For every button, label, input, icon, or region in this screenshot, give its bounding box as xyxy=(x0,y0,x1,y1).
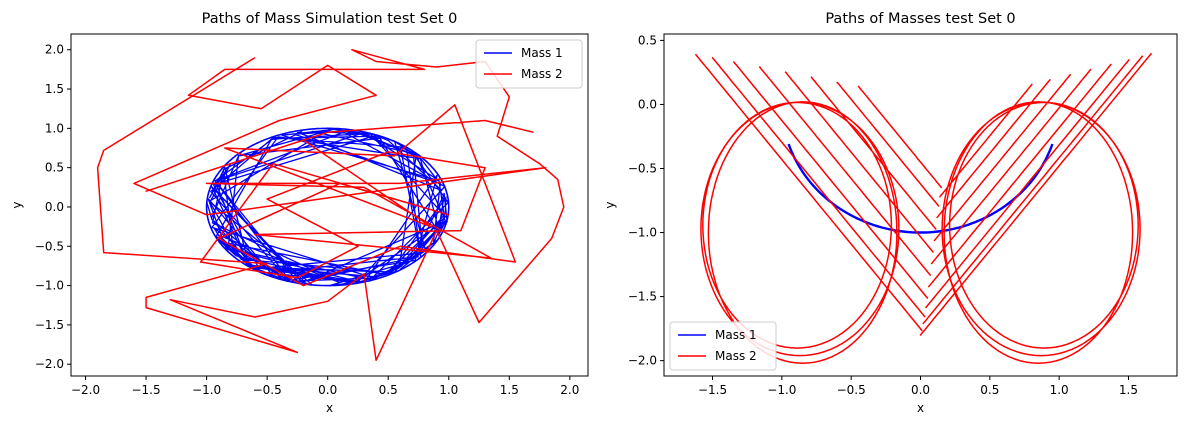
x-tick-label: 1.5 xyxy=(500,383,519,397)
x-tick-label: 0.0 xyxy=(911,383,930,397)
x-tick-label: 0.5 xyxy=(980,383,999,397)
x-tick-label: −1.5 xyxy=(698,383,727,397)
series-line-0 xyxy=(205,127,450,287)
y-tick-label: −1.5 xyxy=(35,318,64,332)
plot-area xyxy=(694,52,1153,364)
series-line-0 xyxy=(787,143,1054,234)
x-tick-label: 1.5 xyxy=(1119,383,1138,397)
y-tick-label: −0.5 xyxy=(628,161,657,175)
x-tick-label: 1.0 xyxy=(439,383,458,397)
y-tick-label: −2.0 xyxy=(628,354,657,368)
x-tick-label: 0.0 xyxy=(318,383,337,397)
x-tick-label: −0.5 xyxy=(253,383,282,397)
legend-label: Mass 2 xyxy=(715,349,757,363)
y-axis-label: y xyxy=(603,201,617,208)
chart-title: Paths of Masses test Set 0 xyxy=(825,11,1015,27)
y-tick-label: 1.0 xyxy=(45,121,64,135)
y-tick-label: 0.0 xyxy=(638,97,657,111)
x-axis-label: x xyxy=(326,401,333,415)
y-tick-label: 0.5 xyxy=(638,33,657,47)
x-tick-label: −1.0 xyxy=(767,383,796,397)
legend-label: Mass 2 xyxy=(521,67,563,81)
legend-label: Mass 1 xyxy=(521,46,563,60)
x-axis-label: x xyxy=(917,401,924,415)
y-tick-label: 0.0 xyxy=(45,200,64,214)
series-line-1 xyxy=(694,52,1153,364)
axes-frame xyxy=(70,33,589,377)
legend: Mass 1 Mass 2 xyxy=(475,39,583,89)
y-tick-label: −2.0 xyxy=(35,357,64,371)
x-tick-label: −0.5 xyxy=(837,383,866,397)
x-tick-label: −1.0 xyxy=(192,383,221,397)
y-tick-label: −1.0 xyxy=(35,279,64,293)
chart-right: −1.5 −1.0 −0.5 0.0 0.5 1.0 1.5 −2.0 −1.5 −1.0 −0.5… xyxy=(603,11,1178,415)
y-tick-label: −1.5 xyxy=(628,290,657,304)
series-line-1 xyxy=(96,48,565,362)
legend: Mass 1 Mass 2 xyxy=(669,321,777,371)
y-tick-label: 0.5 xyxy=(45,161,64,175)
x-tick-label: −2.0 xyxy=(71,383,100,397)
x-tick-label: 2.0 xyxy=(560,383,579,397)
legend-label: Mass 1 xyxy=(715,328,757,342)
x-tick-label: 0.5 xyxy=(379,383,398,397)
series-line-0-chords xyxy=(206,127,450,287)
chart-title: Paths of Mass Simulation test Set 0 xyxy=(202,11,458,27)
y-tick-label: −0.5 xyxy=(35,239,64,253)
x-tick-label: −1.5 xyxy=(131,383,160,397)
plot-area xyxy=(96,48,565,362)
y-tick-label: 2.0 xyxy=(45,43,64,57)
legend-box xyxy=(475,39,583,89)
y-tick-label: −1.0 xyxy=(628,226,657,240)
x-tick-label: 1.0 xyxy=(1050,383,1069,397)
y-tick-label: 1.5 xyxy=(45,82,64,96)
legend-box xyxy=(669,321,777,371)
y-axis-label: y xyxy=(10,201,24,208)
chart-left: −2.0 −1.5 −1.0 −0.5 0.0 0.5 1.0 1.5 2.0 −2.0 −1.5 −… xyxy=(10,11,589,415)
